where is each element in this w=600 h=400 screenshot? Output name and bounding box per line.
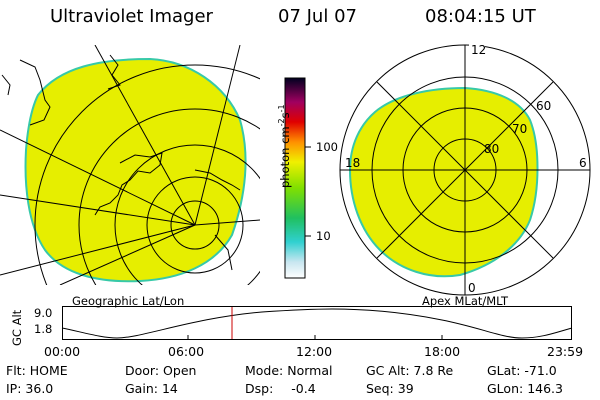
- seq-value: 39: [397, 381, 414, 396]
- altitude-xtick-1200: 12:00: [296, 344, 333, 359]
- colorbar-unit-s: s: [277, 112, 292, 119]
- glon-info: GLon: 146.3: [487, 381, 563, 396]
- colorbar-unit-label: photon cm-2s-1: [277, 104, 292, 188]
- geo-panel-label: Geographic Lat/Lon: [72, 294, 185, 308]
- altitude-ytick-low: 1.8: [34, 322, 53, 336]
- altitude-ytick-high: 9.0: [34, 306, 53, 320]
- dsp-label: Dsp:: [245, 381, 274, 396]
- seq-label: Seq:: [366, 381, 394, 396]
- dsp-value: -0.4: [291, 381, 316, 396]
- gain-value: 14: [161, 381, 178, 396]
- lat-label-80: 80: [484, 142, 499, 156]
- filter-value: HOME: [29, 363, 68, 378]
- filter-info: Flt: HOME: [6, 363, 68, 378]
- altitude-xtick-0600: 06:00: [168, 344, 205, 359]
- time-label: 08:04:15 UT: [425, 6, 536, 27]
- glat-info: GLat: -71.0: [487, 363, 557, 378]
- glat-label: GLat:: [487, 363, 521, 378]
- altitude-xtick-1800: 18:00: [424, 344, 461, 359]
- ip-label: IP:: [6, 381, 22, 396]
- gcalt-label: GC Alt:: [366, 363, 410, 378]
- coastline: [94, 152, 163, 216]
- mlt-label-6: 6: [579, 156, 587, 170]
- geographic-image-panel: [0, 45, 260, 285]
- polar-image-panel: 12 18 6 0 60 70 80: [339, 42, 591, 296]
- glon-value: 146.3: [527, 381, 563, 396]
- coastline: [107, 54, 121, 90]
- mode-label: Mode:: [245, 363, 284, 378]
- lat-label-70: 70: [512, 122, 527, 136]
- door-label: Door:: [125, 363, 160, 378]
- colorbar: [284, 77, 311, 279]
- door-info: Door: Open: [125, 363, 196, 378]
- polar-emission-region: [348, 86, 539, 278]
- coastline: [1, 74, 11, 96]
- mode-value: Normal: [287, 363, 333, 378]
- coastline: [194, 169, 241, 191]
- mlt-label-12: 12: [471, 43, 486, 57]
- ip-info: IP: 36.0: [6, 381, 53, 396]
- lat-label-60: 60: [536, 99, 551, 113]
- mode-info: Mode: Normal: [245, 363, 333, 378]
- door-value: Open: [163, 363, 197, 378]
- altitude-xtick-2359: 23:59: [547, 344, 584, 359]
- filter-label: Flt:: [6, 363, 26, 378]
- colorbar-unit-exp1: -2: [277, 118, 286, 127]
- dsp-info: Dsp: -0.4: [245, 381, 316, 396]
- ip-value: 36.0: [25, 381, 54, 396]
- date-label: 07 Jul 07: [278, 6, 357, 27]
- seq-info: Seq: 39: [366, 381, 414, 396]
- instrument-title: Ultraviolet Imager: [50, 6, 213, 27]
- gcalt-info: GC Alt: 7.8 Re: [366, 363, 453, 378]
- coastline: [214, 234, 233, 271]
- gcalt-value: 7.8 Re: [413, 363, 454, 378]
- mlt-label-0: 0: [468, 281, 476, 295]
- coastline: [19, 59, 51, 126]
- glon-label: GLon:: [487, 381, 524, 396]
- colorbar-tick-10: 10: [316, 229, 331, 243]
- geo-emission-region: [24, 57, 247, 283]
- mlt-label-18: 18: [345, 156, 360, 170]
- gain-info: Gain: 14: [125, 381, 178, 396]
- gain-label: Gain:: [125, 381, 158, 396]
- altitude-xtick-0000: 00:00: [44, 344, 81, 359]
- altitude-plot: [61, 306, 573, 340]
- altitude-axis-label: GC Alt: [10, 309, 24, 346]
- polar-panel-label: Apex MLat/MLT: [422, 294, 509, 308]
- altitude-curve: [61, 308, 573, 339]
- colorbar-unit-text: photon cm: [277, 126, 292, 188]
- colorbar-tick-100: 100: [316, 140, 338, 154]
- colorbar-unit-exp2: -1: [277, 104, 286, 113]
- glat-value: -71.0: [524, 363, 557, 378]
